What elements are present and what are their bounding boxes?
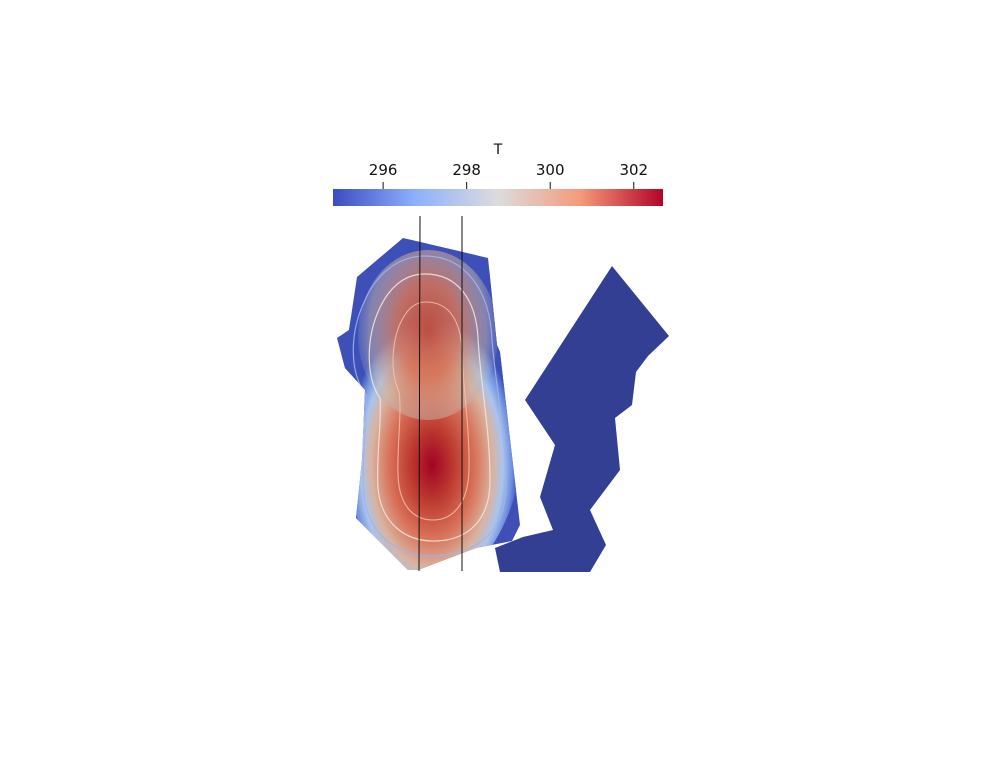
colorbar-tick-label: 296 <box>369 161 398 179</box>
isotherm-outer <box>352 255 507 557</box>
colorbar-tick-label: 298 <box>452 161 481 179</box>
temperature-field <box>337 215 520 572</box>
colorbar-ticks: 296 298 300 302 <box>369 161 648 194</box>
cold-region <box>495 266 669 572</box>
colorbar-tick-label: 302 <box>619 161 648 179</box>
isotherm-inner <box>392 301 470 521</box>
colorbar: T 296 298 300 302 <box>333 142 663 206</box>
colorbar-title: T <box>493 142 503 158</box>
colorbar-tick-label: 300 <box>536 161 565 179</box>
probe-line-1 <box>418 215 421 572</box>
isotherm-middle <box>368 273 491 542</box>
colorbar-bar <box>333 189 663 206</box>
